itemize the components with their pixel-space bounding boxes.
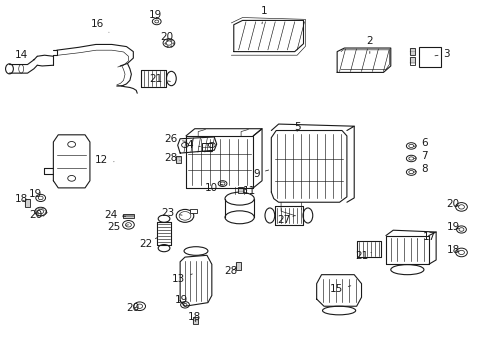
Text: 16: 16	[90, 19, 109, 32]
Text: 9: 9	[253, 168, 268, 179]
Text: 24: 24	[103, 210, 125, 220]
Text: 28: 28	[163, 153, 180, 163]
Text: 3: 3	[434, 49, 449, 59]
Text: 20: 20	[29, 210, 42, 220]
Text: 17: 17	[417, 232, 435, 242]
Text: 20: 20	[160, 32, 173, 41]
Text: 26: 26	[163, 134, 184, 144]
Text: 25: 25	[107, 222, 128, 232]
Text: 20: 20	[125, 303, 139, 314]
Text: 28: 28	[224, 266, 237, 276]
Bar	[24, 199, 30, 207]
Text: 10: 10	[204, 183, 222, 193]
Text: 20: 20	[446, 199, 459, 210]
Text: 21: 21	[354, 251, 370, 261]
Text: 1: 1	[260, 6, 267, 24]
Bar	[238, 187, 243, 193]
Text: 19: 19	[149, 10, 162, 20]
Bar	[235, 262, 240, 270]
Text: 27: 27	[276, 215, 294, 225]
Bar	[176, 156, 181, 163]
Text: 2: 2	[366, 36, 372, 53]
Bar	[418, 47, 440, 67]
Text: 7: 7	[413, 150, 427, 161]
Text: 21: 21	[149, 74, 170, 84]
Text: 6: 6	[413, 139, 427, 148]
Text: 4: 4	[186, 140, 200, 150]
Bar	[201, 143, 212, 150]
Text: 22: 22	[139, 237, 158, 249]
Text: 19: 19	[29, 189, 42, 199]
Bar	[193, 317, 198, 324]
Text: 23: 23	[161, 208, 182, 218]
Bar	[189, 210, 197, 213]
Bar	[123, 214, 134, 218]
Text: 18: 18	[446, 245, 459, 255]
Bar	[409, 57, 414, 64]
Bar	[409, 48, 414, 55]
Text: 18: 18	[15, 194, 28, 204]
Text: 13: 13	[172, 274, 192, 284]
Text: 15: 15	[329, 284, 350, 294]
Text: 8: 8	[413, 164, 427, 174]
Text: 18: 18	[188, 312, 201, 322]
Text: 19: 19	[174, 295, 187, 305]
Text: 12: 12	[95, 155, 114, 165]
Text: 11: 11	[242, 186, 256, 197]
Text: 5: 5	[293, 122, 300, 132]
Text: 19: 19	[446, 222, 459, 232]
Text: 14: 14	[15, 50, 35, 60]
